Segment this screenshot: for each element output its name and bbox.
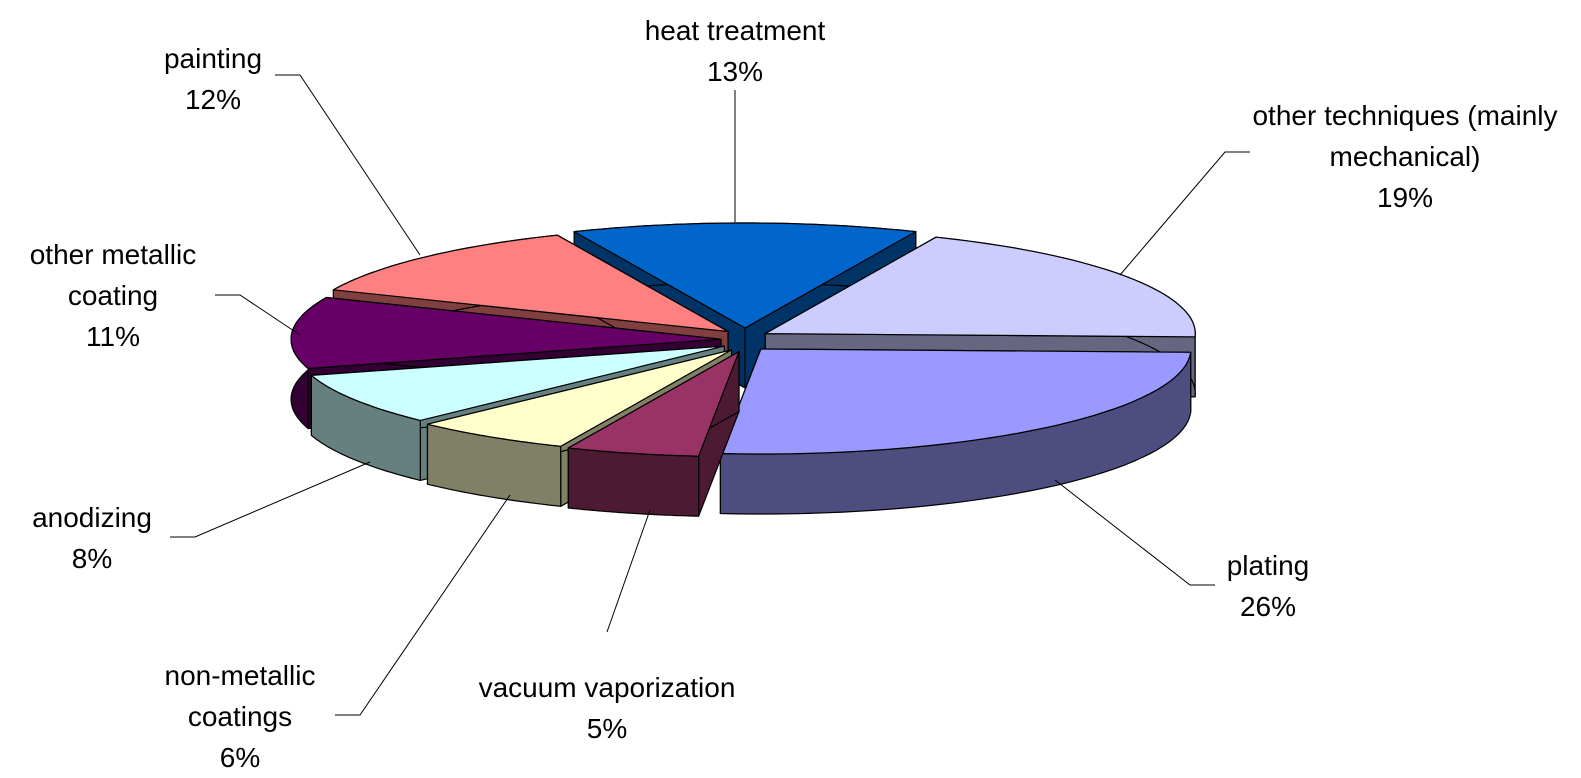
slice-top <box>719 348 1192 455</box>
slice-value: 6% <box>219 742 261 773</box>
slice-name: other techniques (mainly mechanical) <box>1252 100 1558 172</box>
slice-name: vacuum vaporization <box>478 672 736 703</box>
slice-rim <box>567 447 700 517</box>
slice-label: plating 26% <box>1188 545 1348 627</box>
slice-name: painting <box>163 43 263 74</box>
slice-value: 8% <box>71 543 113 574</box>
slice-top <box>764 236 1196 338</box>
slice-value: 13% <box>706 56 764 87</box>
leader-line <box>1054 479 1215 586</box>
slice-top <box>426 349 733 447</box>
slice-value: 12% <box>184 84 242 115</box>
leader-line <box>170 461 371 538</box>
slice-value: 26% <box>1239 591 1297 622</box>
slice-value: 19% <box>1376 182 1434 213</box>
slice-name: plating <box>1226 550 1310 581</box>
slice-label: other techniques (mainly mechanical) 19% <box>1245 95 1565 218</box>
slice-label: vacuum vaporization 5% <box>437 667 777 749</box>
slice-top <box>290 296 722 370</box>
slice-top <box>567 351 740 457</box>
slice-name: anodizing <box>32 502 152 533</box>
slice-name: non-metallic coatings <box>164 660 316 732</box>
leader-line <box>1119 151 1250 276</box>
slice-top <box>573 222 917 329</box>
slice-label: painting 12% <box>133 38 293 120</box>
slice-top <box>332 234 729 333</box>
leader-line <box>335 494 511 716</box>
pie-slice <box>719 348 1192 515</box>
leader-line <box>215 294 301 336</box>
slice-label: anodizing 8% <box>7 497 177 579</box>
slice-top <box>310 345 725 421</box>
slice-label: non-metallic coatings 6% <box>140 655 340 778</box>
slice-label: heat treatment 13% <box>575 10 895 92</box>
slice-value: 5% <box>586 713 628 744</box>
pie-slice <box>567 351 740 517</box>
leader-line <box>275 74 421 256</box>
slice-label: other metallic coating 11% <box>3 234 223 357</box>
slice-name: heat treatment <box>644 15 826 46</box>
slice-value: 11% <box>86 321 140 352</box>
leader-line <box>606 509 651 633</box>
slice-name: other metallic coating <box>29 239 197 311</box>
